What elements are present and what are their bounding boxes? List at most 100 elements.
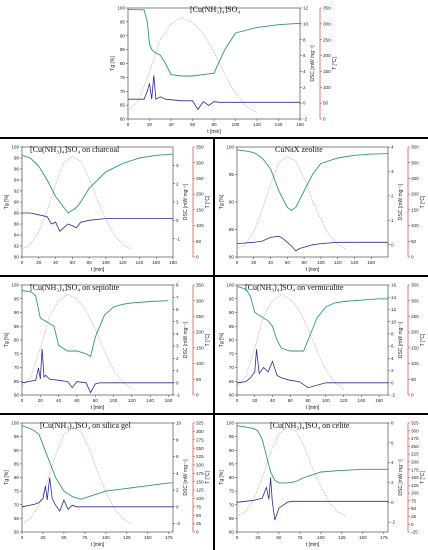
x-tick-label: 20 xyxy=(36,260,42,265)
dsc-tick-label: 10 xyxy=(176,421,182,426)
temperature-series-line xyxy=(127,17,258,114)
dsc-tick-label: 4 xyxy=(391,356,394,361)
temperature-series-line xyxy=(21,427,132,524)
temp-tick-label: 350 xyxy=(196,145,204,150)
tg-tick-label: 75 xyxy=(229,489,235,494)
temp-tick-label: 250 xyxy=(411,176,419,181)
temp-tick-label: 150 xyxy=(196,345,204,350)
temp-tick-label: 0 xyxy=(196,255,199,260)
dsc-tick-label: -2 xyxy=(303,117,308,122)
tg-axis-label: Tg [%] xyxy=(219,332,225,347)
tg-tick-label: 90 xyxy=(120,33,126,38)
x-tick-label: 160 xyxy=(296,122,304,127)
temp-tick-label: 125 xyxy=(196,488,204,493)
tg-tick-label: 70 xyxy=(229,365,235,370)
dsc-tick-label: 12 xyxy=(391,307,397,312)
temp-axis-label: T [°C] xyxy=(420,195,426,208)
panel-title: [Cu(NH₃)₄]SO₄ on charcoal xyxy=(30,145,120,154)
tg-tick-label: 100 xyxy=(226,421,234,426)
dsc-series-line xyxy=(21,477,173,512)
x-axis-label: t [min] xyxy=(91,405,105,411)
dsc-tick-label: 3 xyxy=(176,163,179,168)
tg-series-line xyxy=(21,290,169,358)
tg-tick-label: 90 xyxy=(14,200,20,205)
tg-tick-label: 95 xyxy=(14,434,20,439)
dsc-tick-label: 8 xyxy=(176,283,179,288)
x-axis-label: t [min] xyxy=(306,405,320,411)
dsc-tick-label: 6 xyxy=(391,440,394,445)
x-tick-label: 100 xyxy=(317,535,325,540)
temp-tick-label: 100 xyxy=(411,491,419,496)
dsc-tick-label: 0 xyxy=(303,101,306,106)
tg-tick-label: 98 xyxy=(14,156,20,161)
tg-tick-label: 70 xyxy=(14,502,20,507)
temp-tick-label: 50 xyxy=(411,506,417,511)
temp-tick-label: 200 xyxy=(323,53,331,58)
dsc-tick-label: 2 xyxy=(176,488,179,493)
tg-tick-label: 65 xyxy=(229,379,235,384)
x-tick-label: 50 xyxy=(61,535,67,540)
temp-tick-label: 325 xyxy=(411,421,419,426)
tg-tick-label: 65 xyxy=(14,516,20,521)
tg-axis-label: Tg [%] xyxy=(219,470,225,485)
x-tick-label: 140 xyxy=(351,260,359,265)
temp-tick-label: 225 xyxy=(196,454,204,459)
tg-tick-label: 100 xyxy=(11,283,19,288)
dsc-tick-label: 0 xyxy=(176,218,179,223)
tg-tick-label: 80 xyxy=(120,61,126,66)
x-tick-label: 20 xyxy=(147,122,153,127)
temp-tick-label: 350 xyxy=(196,283,204,288)
tg-tick-label: 70 xyxy=(14,365,20,370)
x-axis-label: t [min] xyxy=(91,267,105,273)
temp-tick-label: 100 xyxy=(196,496,204,501)
temp-tick-label: 350 xyxy=(411,145,419,150)
dsc-tick-label: 8 xyxy=(391,331,394,336)
dsc-tick-label: 4 xyxy=(176,331,179,336)
temp-tick-label: 250 xyxy=(196,446,204,451)
temp-tick-label: 175 xyxy=(411,467,419,472)
x-tick-label: 180 xyxy=(169,260,177,265)
x-tick-label: 80 xyxy=(211,122,217,127)
dsc-tick-label: 16 xyxy=(391,283,397,288)
tg-tick-label: 60 xyxy=(14,530,20,535)
dsc-series-line xyxy=(236,349,388,389)
x-tick-label: 0 xyxy=(127,122,130,127)
x-tick-label: 175 xyxy=(165,535,173,540)
panel-title: [Cu(NH₃)₄]SO₄ on sepiolite xyxy=(30,283,120,292)
temp-tick-label: 275 xyxy=(196,437,204,442)
dsc-axis-label: DSC [mW mg⁻¹] xyxy=(398,459,404,496)
x-tick-label: 160 xyxy=(165,398,173,403)
tg-axis-label: Tg [%] xyxy=(110,56,116,71)
tg-tick-label: 100 xyxy=(117,6,125,11)
temp-tick-label: 250 xyxy=(196,176,204,181)
tg-tick-label: 90 xyxy=(229,448,235,453)
tg-tick-label: 86 xyxy=(14,222,20,227)
x-tick-label: 100 xyxy=(232,122,240,127)
temp-tick-label: 75 xyxy=(411,498,417,503)
x-tick-label: 60 xyxy=(74,398,80,403)
temp-tick-label: 0 xyxy=(196,393,199,398)
x-tick-label: 80 xyxy=(302,260,308,265)
dsc-tick-label: 8 xyxy=(391,421,394,426)
x-tick-label: 120 xyxy=(128,398,136,403)
tg-tick-label: 92 xyxy=(14,189,20,194)
panel-separators xyxy=(0,137,428,550)
x-tick-label: 75 xyxy=(297,535,303,540)
temp-tick-label: 100 xyxy=(411,361,419,366)
dsc-tick-label: 6 xyxy=(176,307,179,312)
tg-series-line xyxy=(236,285,388,352)
panel-title: [Cu(NH₃)₄]SO₄ xyxy=(190,5,240,14)
dsc-tick-label: 14 xyxy=(391,295,397,300)
temp-tick-label: 150 xyxy=(323,69,331,74)
x-tick-label: 25 xyxy=(40,535,46,540)
temp-axis-label: T [°C] xyxy=(205,471,211,484)
dsc-tick-label: 6 xyxy=(391,344,394,349)
dsc-series-line xyxy=(21,348,173,394)
temp-tick-label: 350 xyxy=(411,283,419,288)
dsc-tick-label: 12 xyxy=(303,6,309,11)
temp-tick-label: 50 xyxy=(411,239,417,244)
x-tick-label: 60 xyxy=(190,122,196,127)
dsc-tick-label: 10 xyxy=(391,319,397,324)
